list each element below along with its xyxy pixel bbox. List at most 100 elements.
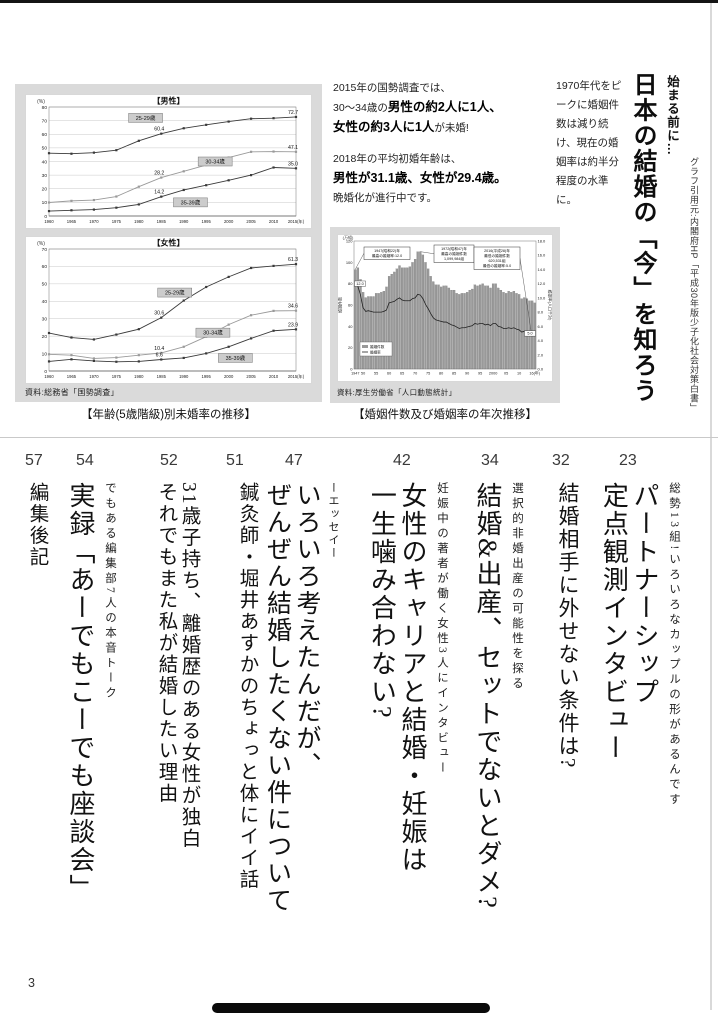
caption-unmarried-rate: 【年齢(5歳階級)別未婚率の推移】 [80, 409, 257, 421]
toc-entry-monologue: 52 31歳子持ち、離婚歴のある女性が独白 それでもまた私が結婚したい理由 [146, 452, 200, 972]
marriage-chart-box: (万組) 0 20 40 60 80 100 120 0.0 2.0 4.0 6.0 8.0 10.0 12… [337, 234, 553, 382]
toc-entry-acupuncturist: 51 鍼灸師・堀井あすかのちょっと体にイイ話 [226, 452, 258, 972]
svg-text:14.0: 14.0 [538, 267, 547, 272]
svg-text:最低の婚姻率:5.0: 最低の婚姻率:5.0 [483, 263, 511, 268]
svg-text:72.7: 72.7 [288, 110, 298, 116]
svg-text:10: 10 [42, 351, 48, 357]
toc-page-number: 47 [285, 452, 303, 469]
page-edge-line [710, 3, 712, 1010]
unmarried-rate-panel: 【男性】 (%) 0 10 20 30 40 50 60 70 80 1960 1965 1970 1975… [15, 84, 322, 402]
svg-text:4.0: 4.0 [538, 338, 544, 343]
toc-entry-marriage-birth: 34 選択的非婚出産の可能性を探る 結婚&出産、セットでないとダメ? [473, 452, 525, 972]
toc-entry-title: 結婚相手に外せない条件は? [556, 482, 580, 770]
intro-line-1: 2015年の国勢調査では、 [333, 82, 451, 94]
toc-page-number: 42 [393, 452, 411, 469]
svg-text:1990: 1990 [179, 374, 189, 379]
svg-text:70: 70 [42, 118, 48, 124]
svg-text:50: 50 [42, 282, 48, 288]
svg-text:35-39歳: 35-39歳 [226, 354, 246, 362]
svg-text:10.4: 10.4 [154, 346, 164, 352]
female-chart-box: 【女性】 (%) 0 10 20 30 40 50 60 70 1960 1965 1970 1975 19… [25, 236, 312, 384]
svg-text:30: 30 [42, 317, 48, 323]
svg-text:25-29歳: 25-29歳 [136, 114, 156, 122]
toc-entry-editors-note: 57 編集後記 [20, 452, 48, 972]
source-note-vital-stats: 資料:厚生労働省「人口動態統計」 [337, 388, 457, 397]
svg-text:30: 30 [42, 173, 48, 179]
svg-text:120: 120 [346, 239, 353, 244]
peak-decline-text: 1970年代をピークに婚姻件数は減り続け、現在の婚姻率は約半分程度の水準に。 [556, 80, 622, 206]
svg-text:05: 05 [504, 372, 508, 376]
svg-text:1975: 1975 [112, 219, 122, 224]
svg-text:35.0: 35.0 [288, 161, 298, 167]
svg-text:0: 0 [44, 369, 47, 375]
svg-text:(万組): (万組) [343, 234, 354, 240]
svg-text:5.0: 5.0 [527, 332, 532, 336]
toc-entry-roundtable: 54 でもある編集部7人の本音トーク 実録「あーでもこーでも座談会」 [66, 452, 118, 972]
svg-text:1965: 1965 [67, 219, 77, 224]
svg-text:10.0: 10.0 [538, 295, 547, 300]
svg-text:2015(年): 2015(年) [288, 373, 305, 380]
svg-text:40: 40 [42, 299, 48, 305]
marriage-count-rate-chart: (万組) 0 20 40 60 80 100 120 0.0 2.0 4.0 6.0 8.0 10.0 12… [337, 234, 553, 382]
source-note-census: 資料:総務省「国勢調査」 [25, 388, 119, 397]
svg-text:2016(平成28)年: 2016(平成28)年 [484, 248, 510, 253]
toc-entry-subtitle: 総勢13組!いろいろなカップルの形があるんです [668, 482, 680, 808]
svg-text:0: 0 [350, 367, 353, 372]
toc-entry-subtitle: でもある編集部7人の本音トーク [104, 482, 116, 702]
toc-entry-subtitle: 選択的非婚出産の可能性を探る [511, 482, 523, 692]
svg-text:最低の婚姻件数: 最低の婚姻件数 [484, 253, 510, 258]
svg-text:12.0: 12.0 [356, 282, 363, 286]
svg-text:2015(年): 2015(年) [288, 218, 305, 225]
svg-text:61.3: 61.3 [288, 257, 298, 263]
toc-page-number: 52 [160, 452, 178, 469]
svg-text:1990: 1990 [179, 219, 189, 224]
toc-entry-title: いろいろ考えたんだが、 ぜんぜん結婚したくない件について [263, 482, 321, 914]
intro-line-6: 晩婚化が進行中です。 [333, 192, 437, 204]
svg-text:1985: 1985 [157, 374, 167, 379]
svg-text:60: 60 [387, 372, 391, 376]
toc-entry-partnership: 23 総勢13組!いろいろなカップルの形があるんです パートナーシップ 定点観測… [596, 452, 682, 972]
svg-text:婚姻率(人口千対): 婚姻率(人口千対) [548, 290, 554, 321]
svg-text:1985: 1985 [157, 219, 167, 224]
toc-entry-title: 編集後記 [26, 482, 47, 568]
svg-text:16.0: 16.0 [538, 253, 547, 258]
svg-text:最高の婚姻件数: 最高の婚姻件数 [441, 251, 467, 256]
svg-text:80: 80 [439, 372, 443, 376]
svg-text:47.1: 47.1 [288, 145, 298, 151]
svg-text:婚姻率: 婚姻率 [370, 350, 381, 355]
svg-text:18.0: 18.0 [538, 239, 547, 244]
toc-entry-title: 結婚&出産、セットでないとダメ? [473, 482, 502, 910]
svg-text:14.2: 14.2 [154, 190, 164, 196]
marriage-count-panel: (万組) 0 20 40 60 80 100 120 0.0 2.0 4.0 6.0 8.0 10.0 12… [330, 227, 560, 403]
svg-text:34.6: 34.6 [288, 304, 298, 310]
intro-line-5: 男性が31.1歳、女性が29.4歳。 [333, 171, 507, 185]
svg-text:40: 40 [348, 324, 353, 329]
intro-line-4: 2018年の平均初婚年齢は、 [333, 153, 462, 165]
toc-entry-title: パートナーシップ 定点観測インタビュー [599, 482, 659, 762]
svg-text:最高の婚姻率:12.0: 最高の婚姻率:12.0 [372, 253, 402, 258]
svg-text:1960: 1960 [44, 219, 54, 224]
top-border-line [0, 0, 718, 3]
svg-text:60: 60 [348, 303, 353, 308]
toc-page-number: 54 [76, 452, 94, 469]
intro-line-2b: 男性の約2人に1人、 [387, 100, 502, 114]
svg-text:30-34歳: 30-34歳 [205, 158, 225, 166]
page-number: 3 [28, 976, 35, 990]
toc-entry-subtitle: 妊娠中の著者が働く女性3人にインタビュー [436, 482, 448, 777]
svg-text:2010: 2010 [269, 374, 279, 379]
caption-marriage-trend: 【婚姻件数及び婚姻率の年次推移】 [353, 409, 537, 421]
svg-text:2005: 2005 [246, 374, 256, 379]
svg-text:10: 10 [42, 200, 48, 206]
intro-line-3b: が未婚! [434, 122, 469, 134]
toc-page-number: 51 [226, 452, 244, 469]
svg-text:2000: 2000 [224, 219, 234, 224]
svg-text:【女性】: 【女性】 [153, 238, 185, 248]
page-title: 日本の結婚の「今」を知ろう [629, 72, 656, 404]
svg-text:【男性】: 【男性】 [153, 96, 185, 106]
svg-text:婚姻件数: 婚姻件数 [370, 344, 385, 349]
female-unmarried-rate-chart: 【女性】 (%) 0 10 20 30 40 50 60 70 1960 1965 1970 1975 19… [25, 236, 312, 384]
toc-entry-title: 鍼灸師・堀井あすかのちょっと体にイイ話 [236, 482, 257, 891]
svg-text:1947: 1947 [351, 372, 359, 376]
svg-text:1995: 1995 [202, 374, 212, 379]
home-indicator[interactable] [212, 1003, 490, 1013]
